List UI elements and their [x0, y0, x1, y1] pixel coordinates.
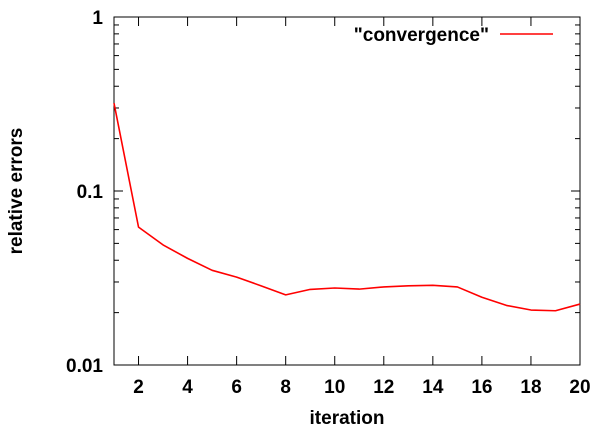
- x-tick-label: 20: [569, 377, 590, 398]
- y-tick-label: 0.1: [77, 182, 104, 203]
- x-tick-label: 6: [231, 377, 242, 398]
- x-tick-label: 14: [422, 377, 444, 398]
- y-axis-title: relative errors: [6, 128, 27, 255]
- x-tick-label: 18: [520, 377, 541, 398]
- legend: "convergence": [354, 25, 553, 46]
- x-axis-title: iteration: [310, 408, 385, 429]
- plot-frame: [113, 16, 581, 366]
- x-tick-label: 2: [133, 377, 144, 398]
- y-tick-label: 0.01: [66, 356, 103, 377]
- x-tick-label: 12: [373, 377, 394, 398]
- series-line-convergence: [113, 102, 581, 312]
- x-tick-label: 8: [280, 377, 291, 398]
- x-tick-label: 10: [324, 377, 345, 398]
- tick-labels: 2 4 6 8 10 12 14 16 18 20 0.01 0.1 1: [66, 8, 591, 398]
- x-tick-label: 16: [471, 377, 492, 398]
- axis-ticks: [114, 16, 581, 366]
- y-tick-label: 1: [92, 8, 103, 29]
- x-tick-label: 4: [182, 377, 193, 398]
- series-group: [113, 102, 581, 312]
- legend-label-convergence: "convergence": [354, 25, 489, 46]
